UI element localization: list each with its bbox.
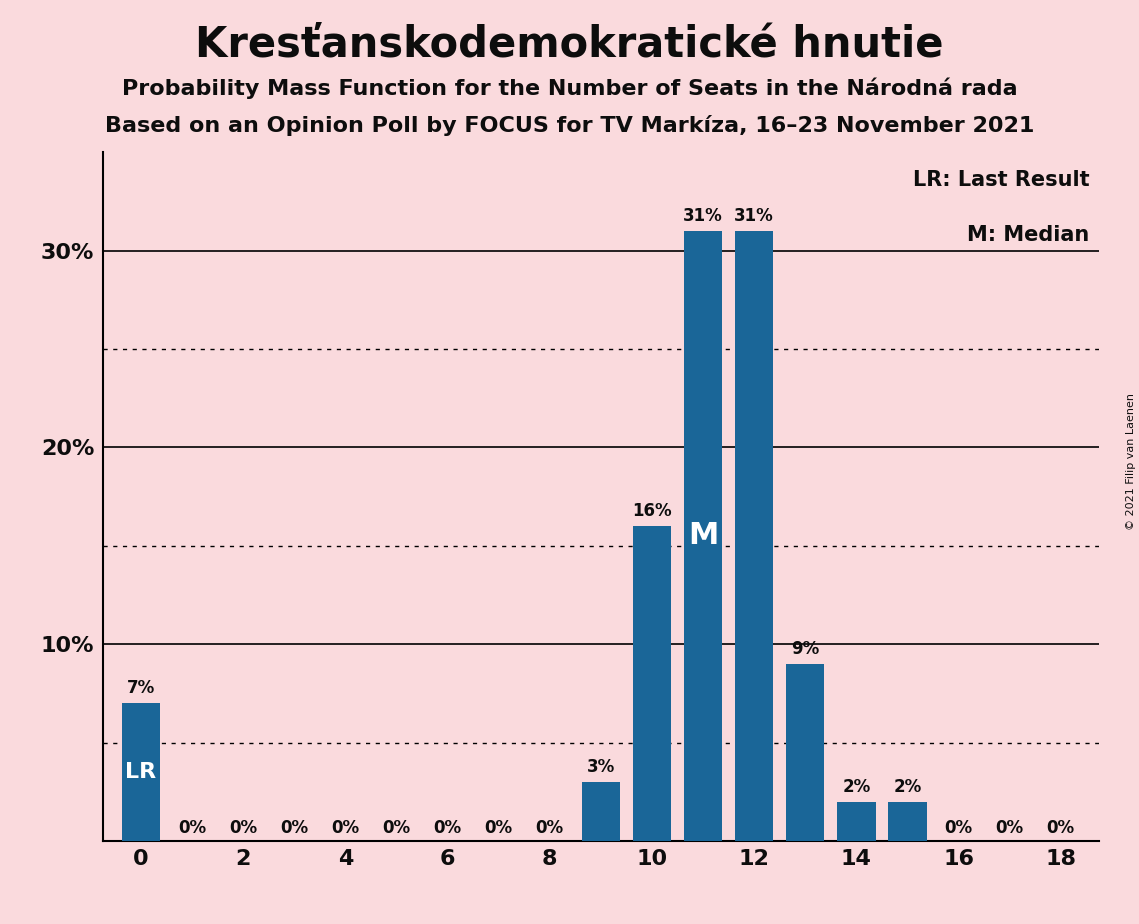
Text: 2%: 2% xyxy=(893,778,921,796)
Bar xyxy=(735,231,773,841)
Bar xyxy=(837,801,876,841)
Text: 0%: 0% xyxy=(331,819,359,837)
Bar xyxy=(122,703,159,841)
Text: 0%: 0% xyxy=(484,819,513,837)
Text: 0%: 0% xyxy=(535,819,564,837)
Text: 9%: 9% xyxy=(792,640,819,658)
Text: © 2021 Filip van Laenen: © 2021 Filip van Laenen xyxy=(1125,394,1136,530)
Bar xyxy=(683,231,722,841)
Bar xyxy=(786,663,825,841)
Text: 7%: 7% xyxy=(126,679,155,698)
Text: M: M xyxy=(688,521,719,551)
Bar xyxy=(582,782,620,841)
Text: Probability Mass Function for the Number of Seats in the Národná rada: Probability Mass Function for the Number… xyxy=(122,78,1017,99)
Text: 0%: 0% xyxy=(995,819,1024,837)
Text: M: Median: M: Median xyxy=(967,225,1089,245)
Text: LR: Last Result: LR: Last Result xyxy=(912,170,1089,189)
Text: 0%: 0% xyxy=(434,819,461,837)
Text: 0%: 0% xyxy=(383,819,410,837)
Bar xyxy=(888,801,927,841)
Text: 3%: 3% xyxy=(587,758,615,776)
Text: 0%: 0% xyxy=(944,819,973,837)
Text: 16%: 16% xyxy=(632,503,672,520)
Text: 0%: 0% xyxy=(280,819,309,837)
Text: LR: LR xyxy=(125,762,156,782)
Text: Kresťanskodemokratické hnutie: Kresťanskodemokratické hnutie xyxy=(195,23,944,65)
Text: 0%: 0% xyxy=(1047,819,1075,837)
Text: Based on an Opinion Poll by FOCUS for TV Markíza, 16–23 November 2021: Based on an Opinion Poll by FOCUS for TV… xyxy=(105,116,1034,137)
Text: 31%: 31% xyxy=(735,207,775,225)
Text: 0%: 0% xyxy=(229,819,257,837)
Text: 0%: 0% xyxy=(178,819,206,837)
Text: 2%: 2% xyxy=(842,778,870,796)
Bar xyxy=(633,526,671,841)
Text: 31%: 31% xyxy=(683,207,723,225)
